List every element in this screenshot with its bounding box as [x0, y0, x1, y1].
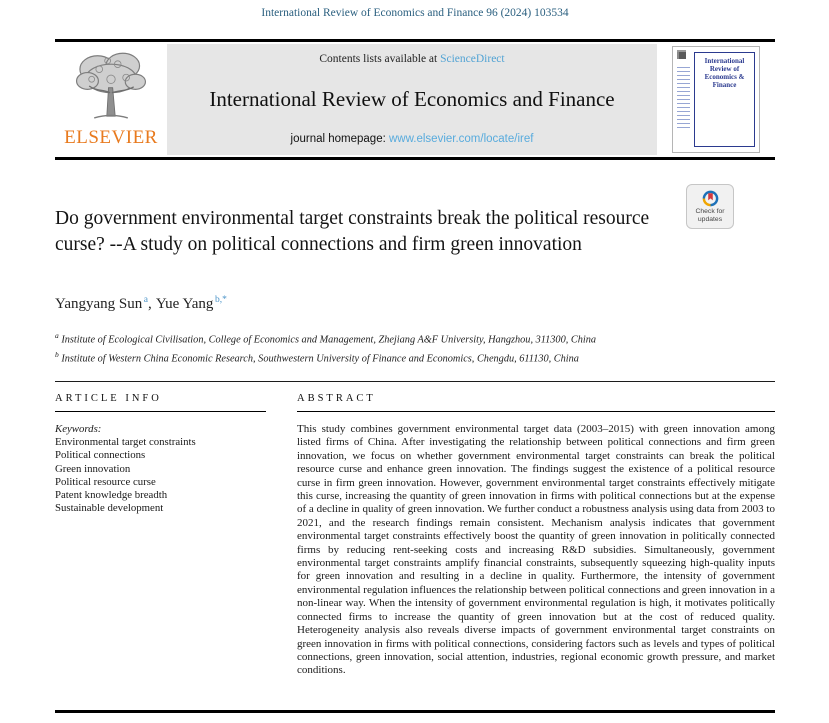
cover-title-box: International Review of Economics & Fina…: [694, 52, 755, 147]
contents-prefix: Contents lists available at: [319, 53, 438, 65]
keyword-item: Patent knowledge breadth: [55, 489, 168, 502]
author-affiliation-marker: b,*: [214, 295, 227, 305]
journal-masthead: ELSEVIER Contents lists available at Sci…: [55, 44, 775, 155]
masthead-center-panel: Contents lists available at ScienceDirec…: [167, 44, 657, 155]
check-badge-label-line1: Check for: [695, 208, 725, 215]
masthead-bottom-rule: [55, 157, 775, 160]
bottom-rule: [55, 710, 775, 713]
author-name: Yangyang Sun: [55, 296, 143, 312]
affiliation-text: Institute of Western China Economic Rese…: [61, 353, 579, 365]
elsevier-tree-icon: [75, 52, 147, 119]
check-badge-label-line2: updates: [697, 215, 723, 223]
section-divider-rule: [55, 381, 775, 382]
affiliation-line: a Institute of Ecological Civilisation, …: [55, 329, 596, 348]
journal-citation-line: International Review of Economics and Fi…: [261, 7, 569, 19]
contents-line: Contents lists available at ScienceDirec…: [319, 53, 504, 65]
abstract-column: ABSTRACT This study combines government …: [297, 393, 775, 678]
keyword-item: Green innovation: [55, 462, 131, 475]
cover-editor-text-lines: [677, 67, 690, 131]
keyword-item: Political resource curse: [55, 475, 156, 488]
journal-title: International Review of Economics and Fi…: [209, 86, 615, 111]
elsevier-wordmark: ELSEVIER: [64, 127, 158, 148]
publisher-mark-icon: [677, 50, 686, 59]
homepage-prefix: journal homepage:: [290, 133, 386, 145]
crossmark-icon: [702, 190, 718, 207]
keywords-label: Keywords:: [55, 423, 102, 435]
journal-cover-thumbnail: International Review of Economics & Fina…: [672, 46, 760, 153]
elsevier-logo: ELSEVIER: [55, 44, 167, 155]
keyword-item: Environmental target constraints: [55, 436, 196, 449]
article-info-heading: ARTICLE INFO: [55, 393, 162, 404]
author-affiliation-marker: a: [143, 295, 148, 305]
keyword-item: Sustainable development: [55, 502, 164, 515]
keywords-block: Keywords: Environmental target constrain…: [55, 423, 266, 515]
top-rule: [55, 39, 775, 42]
sciencedirect-link[interactable]: ScienceDirect: [440, 53, 505, 65]
abstract-rule: [297, 411, 775, 412]
author-line: Yangyang Sun a, Yue Yang b,*: [55, 295, 227, 313]
affiliation-marker: b: [55, 349, 59, 359]
article-info-rule: [55, 411, 266, 412]
homepage-link[interactable]: www.elsevier.com/locate/iref: [389, 133, 534, 145]
info-abstract-columns: ARTICLE INFO Keywords: Environmental tar…: [55, 393, 775, 678]
affiliations-block: a Institute of Ecological Civilisation, …: [55, 329, 596, 367]
journal-cover-column: International Review of Economics & Fina…: [657, 44, 775, 155]
affiliation-text: Institute of Ecological Civilisation, Co…: [61, 334, 597, 346]
author-separator: ,: [147, 296, 152, 312]
affiliation-line: b Institute of Western China Economic Re…: [55, 348, 596, 367]
abstract-heading: ABSTRACT: [297, 393, 376, 404]
article-info-column: ARTICLE INFO Keywords: Environmental tar…: [55, 393, 266, 678]
abstract-text: This study combines government environme…: [297, 423, 775, 677]
affiliation-marker: a: [55, 331, 59, 340]
keyword-item: Political connections: [55, 449, 146, 462]
cover-journal-title: International Review of Economics & Fina…: [704, 57, 745, 89]
article-title: Do government environmental target const…: [55, 208, 650, 255]
homepage-line: journal homepage: www.elsevier.com/locat…: [291, 133, 534, 145]
check-for-updates-badge[interactable]: Check for updates: [686, 184, 734, 229]
author-name: Yue Yang: [155, 296, 214, 312]
